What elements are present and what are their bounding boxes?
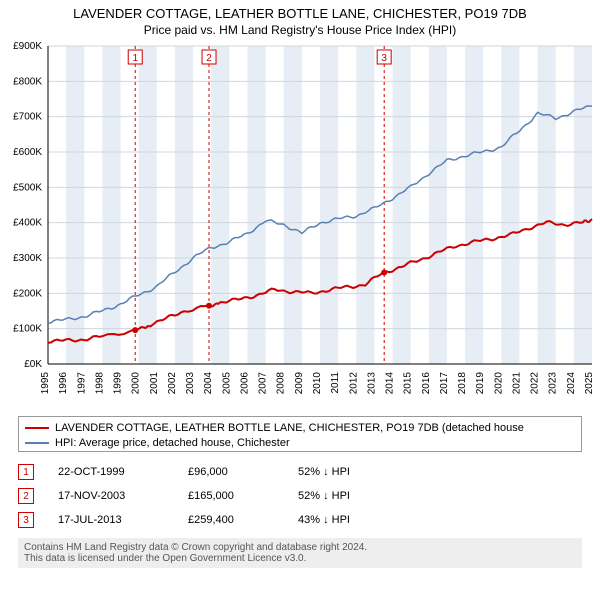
svg-text:£400K: £400K (13, 218, 42, 229)
svg-text:2006: 2006 (239, 372, 250, 395)
svg-text:2018: 2018 (457, 372, 468, 395)
marker-delta: 52% ↓ HPI (298, 490, 350, 502)
svg-text:2019: 2019 (475, 372, 486, 395)
svg-text:1998: 1998 (94, 372, 105, 395)
svg-text:2013: 2013 (366, 372, 377, 395)
svg-text:2004: 2004 (203, 372, 214, 395)
svg-text:2005: 2005 (221, 372, 232, 395)
legend-swatch-red (25, 427, 49, 429)
svg-text:2010: 2010 (312, 372, 323, 395)
svg-text:1: 1 (132, 53, 138, 64)
svg-text:2016: 2016 (421, 372, 432, 395)
legend-box: LAVENDER COTTAGE, LEATHER BOTTLE LANE, C… (18, 416, 582, 452)
svg-text:3: 3 (381, 53, 387, 64)
footer-line: This data is licensed under the Open Gov… (24, 553, 576, 564)
svg-text:2011: 2011 (330, 372, 341, 394)
svg-text:2008: 2008 (276, 372, 287, 395)
legend-row: LAVENDER COTTAGE, LEATHER BOTTLE LANE, C… (25, 420, 575, 435)
svg-text:£900K: £900K (13, 41, 42, 52)
svg-text:£700K: £700K (13, 112, 42, 123)
svg-text:2024: 2024 (566, 372, 577, 395)
marker-row: 3 17-JUL-2013 £259,400 43% ↓ HPI (18, 508, 350, 532)
marker-row: 1 22-OCT-1999 £96,000 52% ↓ HPI (18, 460, 350, 484)
svg-text:2021: 2021 (511, 372, 522, 395)
svg-text:2022: 2022 (530, 372, 541, 395)
svg-text:£800K: £800K (13, 76, 42, 87)
svg-text:£200K: £200K (13, 288, 42, 299)
marker-date: 22-OCT-1999 (58, 466, 188, 478)
footer-box: Contains HM Land Registry data © Crown c… (18, 538, 582, 568)
svg-text:2007: 2007 (258, 372, 269, 395)
svg-text:2020: 2020 (493, 372, 504, 395)
svg-text:2003: 2003 (185, 372, 196, 395)
svg-text:2015: 2015 (403, 372, 414, 395)
marker-delta: 52% ↓ HPI (298, 466, 350, 478)
footer-line: Contains HM Land Registry data © Crown c… (24, 542, 576, 553)
svg-text:1995: 1995 (40, 372, 51, 395)
legend-row: HPI: Average price, detached house, Chic… (25, 435, 575, 450)
marker-date: 17-NOV-2003 (58, 490, 188, 502)
legend-label: HPI: Average price, detached house, Chic… (55, 437, 290, 449)
marker-badge: 1 (18, 464, 34, 480)
chart-container: LAVENDER COTTAGE, LEATHER BOTTLE LANE, C… (0, 0, 600, 590)
marker-price: £259,400 (188, 514, 298, 526)
svg-text:£100K: £100K (13, 324, 42, 335)
svg-text:£300K: £300K (13, 253, 42, 264)
marker-badge: 2 (18, 488, 34, 504)
svg-text:2002: 2002 (167, 372, 178, 395)
marker-row: 2 17-NOV-2003 £165,000 52% ↓ HPI (18, 484, 350, 508)
svg-text:2000: 2000 (131, 372, 142, 395)
marker-badge: 3 (18, 512, 34, 528)
svg-text:2009: 2009 (294, 372, 305, 395)
svg-text:£500K: £500K (13, 182, 42, 193)
markers-table: 1 22-OCT-1999 £96,000 52% ↓ HPI 2 17-NOV… (18, 460, 350, 532)
legend-label: LAVENDER COTTAGE, LEATHER BOTTLE LANE, C… (55, 422, 524, 434)
svg-text:1996: 1996 (58, 372, 69, 395)
svg-text:2012: 2012 (348, 372, 359, 395)
marker-price: £165,000 (188, 490, 298, 502)
marker-delta: 43% ↓ HPI (298, 514, 350, 526)
svg-text:2023: 2023 (548, 372, 559, 395)
svg-text:£600K: £600K (13, 147, 42, 158)
svg-text:1999: 1999 (113, 372, 124, 395)
svg-text:2: 2 (206, 53, 212, 64)
legend-swatch-blue (25, 442, 49, 444)
marker-price: £96,000 (188, 466, 298, 478)
svg-text:2017: 2017 (439, 372, 450, 395)
chart-svg: £0K £100K £200K £300K £400K £500K £600K £700K £8… (0, 0, 600, 410)
svg-text:1997: 1997 (76, 372, 87, 395)
marker-date: 17-JUL-2013 (58, 514, 188, 526)
svg-text:2025: 2025 (584, 372, 595, 395)
svg-text:£0K: £0K (24, 359, 42, 370)
svg-text:2001: 2001 (149, 372, 160, 395)
svg-text:2014: 2014 (385, 372, 396, 395)
